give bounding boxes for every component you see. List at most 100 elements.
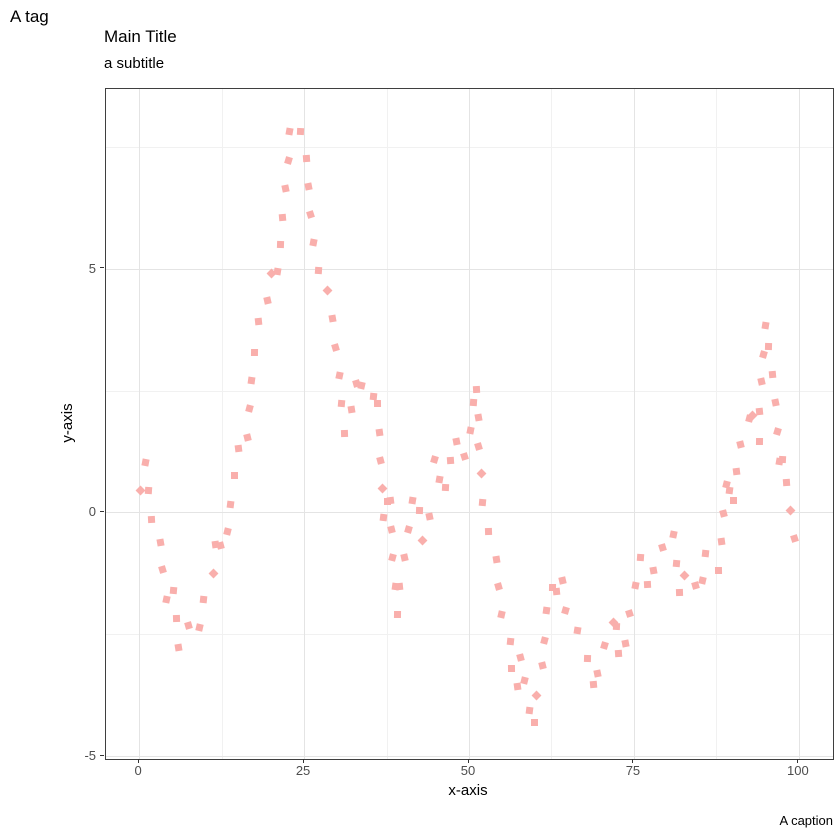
data-point [719,509,728,518]
data-point [347,405,356,414]
data-point [408,496,417,505]
x-tick-label: 100 [786,763,809,778]
x-tick-mark [632,759,634,763]
data-point [755,407,764,415]
data-point [156,538,165,547]
data-point [516,652,525,662]
data-point [415,507,424,515]
data-point [279,213,287,221]
data-point [357,381,366,390]
data-point [302,154,310,163]
data-point [583,654,591,662]
data-point [479,498,487,507]
data-point [393,610,401,618]
data-point [251,348,259,356]
data-point [469,399,478,407]
data-point [386,496,395,505]
data-point [621,639,630,648]
y-major-gridline [105,268,833,270]
data-point [474,413,483,422]
x-tick-label: 75 [625,763,641,778]
data-point [770,398,780,407]
data-point [698,575,707,585]
data-point [757,377,767,387]
y-major-gridline [105,512,833,514]
data-point [314,266,323,274]
x-major-gridline [304,89,306,759]
data-point [147,516,156,524]
data-point [701,549,710,558]
data-point [184,621,193,631]
data-point [226,500,235,509]
data-point [341,430,349,438]
data-point [474,442,484,452]
data-point [679,570,690,581]
data-point [208,568,218,579]
data-point [672,559,680,567]
data-point [245,404,255,413]
data-point [234,444,243,453]
x-minor-gridline [716,89,718,759]
data-point [675,589,684,597]
data-point [476,468,487,479]
plot-title: Main Title [104,27,177,46]
data-point [216,540,226,550]
data-point [403,525,413,535]
data-point [273,267,282,276]
data-point [296,127,304,136]
data-point [172,614,180,622]
data-point [328,314,337,324]
data-point [194,623,204,633]
data-point [624,609,634,619]
data-point [331,342,341,352]
x-axis-title: x-axis [0,782,840,800]
data-point [395,582,404,591]
x-tick-label: 50 [460,763,476,778]
data-point [435,475,444,484]
data-point [772,426,782,436]
data-point [542,606,551,615]
data-point [508,664,516,672]
data-point [388,553,397,563]
data-point [755,438,763,446]
data-point [466,425,475,435]
y-axis-title: y-axis [58,403,76,443]
data-point [144,487,153,495]
x-major-gridline [469,89,470,759]
y-major-gridline [105,756,833,758]
plot-panel [104,88,834,760]
x-tick-label: 25 [295,763,311,778]
x-tick-mark [467,759,469,763]
y-tick-mark [99,267,104,269]
data-point [717,537,725,546]
data-point [497,610,506,619]
data-point [283,156,293,165]
data-point [783,478,791,487]
data-point [337,399,346,408]
data-point [589,681,597,689]
y-tick-label: 0 [88,504,96,520]
data-point [599,641,609,651]
data-point [732,468,741,476]
x-tick-label: 0 [134,763,142,778]
x-tick-mark [137,759,139,763]
data-point [636,553,645,562]
data-point [735,439,745,449]
x-minor-gridline [551,89,553,759]
data-point [506,637,515,646]
data-point [243,433,252,443]
data-point [277,240,285,249]
data-point [400,553,409,562]
data-point [714,567,722,575]
data-point [525,706,534,715]
data-point [493,582,503,592]
data-point [558,575,567,585]
y-tick-mark [99,510,104,512]
data-point [459,452,469,462]
data-point [657,542,667,552]
x-tick-mark [797,759,799,763]
data-point [593,669,602,678]
plot-subtitle: a subtitle [104,55,165,72]
x-minor-gridline [386,89,388,759]
data-point [631,580,640,590]
